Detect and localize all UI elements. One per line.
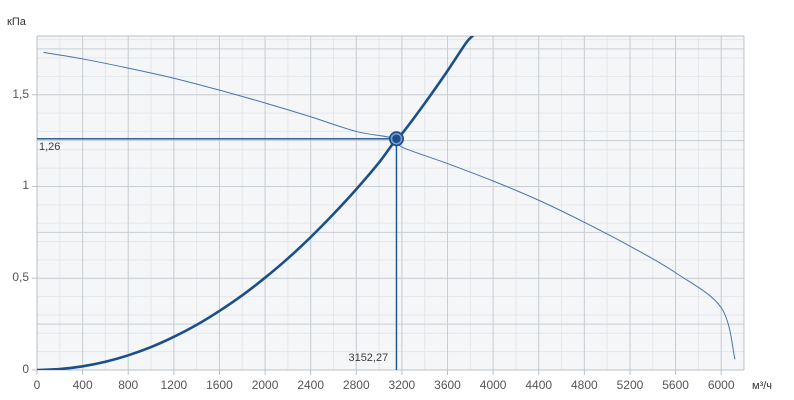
x-tick-label: 1200 <box>160 378 188 392</box>
plot-background-layer <box>37 36 744 370</box>
x-tick-label: 5600 <box>662 378 689 392</box>
operating-point-guides <box>37 138 398 370</box>
x-tick-label: 800 <box>118 378 139 392</box>
operating-point-marker[interactable] <box>388 131 404 147</box>
y-axis-title: кПа <box>7 16 26 28</box>
x-tick-label: 6000 <box>707 378 735 392</box>
x-tick-label: 4800 <box>570 378 598 392</box>
x-tick-label: 2800 <box>342 378 370 392</box>
x-tick-label: 3600 <box>434 378 461 392</box>
axis-lines <box>36 35 745 371</box>
x-tick-label: 5200 <box>616 378 644 392</box>
y-tick-label: 0 <box>22 362 29 376</box>
x-tick-label: 4400 <box>525 378 553 392</box>
operating-point-y-label: 1,26 <box>39 140 61 153</box>
x-tick-label: 0 <box>33 378 41 392</box>
x-tick-label: 2400 <box>297 378 325 392</box>
y-tick-label: 1 <box>22 178 29 193</box>
axis-tick-marks <box>32 94 722 375</box>
x-tick-label: 1600 <box>206 378 233 392</box>
x-tick-label: 4000 <box>479 378 507 392</box>
x-tick-label: 400 <box>72 378 93 392</box>
x-axis-title: м³/ч <box>752 380 773 392</box>
y-tick-label: 1,5 <box>12 86 29 101</box>
y-tick-label: 0,5 <box>12 270 29 285</box>
x-tick-label: 2000 <box>251 378 279 392</box>
operating-point-x-label: 3152,27 <box>348 352 389 364</box>
x-tick-label: 3200 <box>388 378 416 392</box>
